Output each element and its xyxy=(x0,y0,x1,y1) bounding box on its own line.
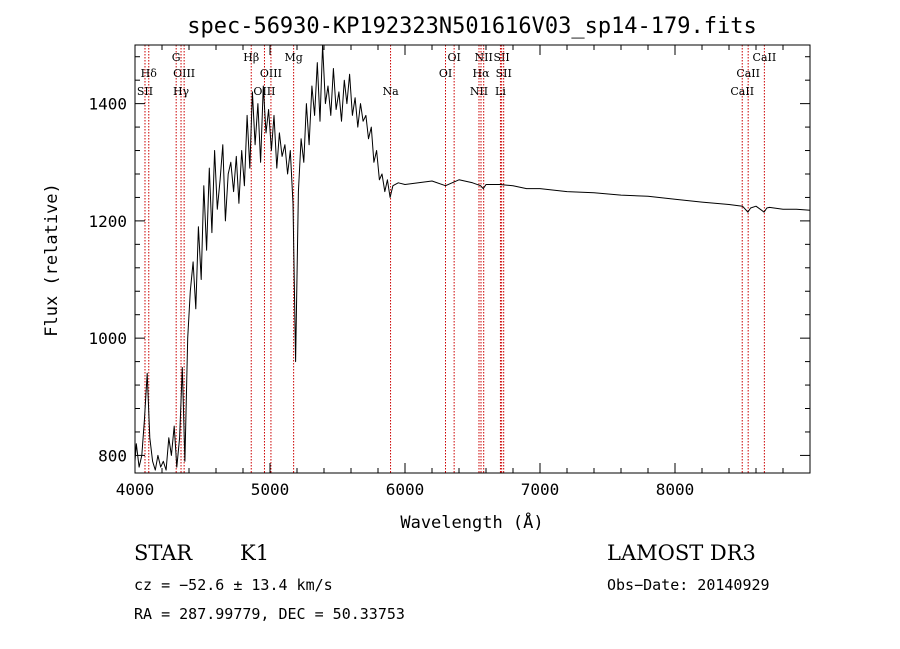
spectral-line-label-13: SII xyxy=(494,51,510,64)
spectral-line-label-7: OIII xyxy=(253,85,275,98)
y-axis-label: Flux (relative) xyxy=(42,183,62,337)
spectrum-series xyxy=(134,44,811,471)
spectral-line-label-18: CaII xyxy=(753,51,777,64)
x-axis-label: Wavelength (Å) xyxy=(400,511,543,533)
spectral-line-label-1: SII xyxy=(137,85,153,98)
y-tick-label-1000: 1000 xyxy=(88,329,127,348)
spectral-line-label-12: NII xyxy=(475,51,493,64)
spectral-line-label-15: SII xyxy=(496,67,512,80)
info-panel: STAR K1 LAMOST DR3 cz = −52.6 ± 13.4 km/… xyxy=(134,541,770,623)
chart-title: spec-56930-KP192323N501616V03_sp14-179.f… xyxy=(187,14,757,39)
spectral-line-label-6: OIII xyxy=(260,67,282,80)
spectral-line-label-14: Hα xyxy=(472,67,490,80)
x-tick-label-5000: 5000 xyxy=(251,480,290,499)
spectral-line-label-19: CaII xyxy=(736,67,760,80)
ra-dec: RA = 287.99779, DEC = 50.33753 xyxy=(134,605,405,623)
spectral-line-label-5: Hβ xyxy=(243,51,259,64)
spectral-line-label-10: OI xyxy=(447,51,460,64)
y-tick-label-1400: 1400 xyxy=(88,95,127,114)
y-tick-label-800: 800 xyxy=(98,446,127,465)
spectral-line-label-8: Mg xyxy=(284,51,302,64)
spectral-line-label-9: Na xyxy=(382,85,399,98)
axes-group: 4000 5000 6000 7000 8000 800 1000 1200 1400 xyxy=(88,44,811,499)
redshift-cz: cz = −52.6 ± 13.4 km/s xyxy=(134,576,333,594)
spectral-line-label-4: Hγ xyxy=(173,85,190,98)
spectrum-line xyxy=(134,44,811,471)
spectral-line-label-0: Hδ xyxy=(141,67,158,80)
plot-frame xyxy=(134,44,811,474)
survey-name: LAMOST DR3 xyxy=(607,541,756,565)
spectral-line-label-17: Li xyxy=(495,85,506,98)
spectral-line-label-2: G xyxy=(172,51,181,64)
x-tick-label-6000: 6000 xyxy=(386,480,425,499)
x-tick-label-8000: 8000 xyxy=(656,480,695,499)
x-tick-label-4000: 4000 xyxy=(116,480,155,499)
observation-date: Obs−Date: 20140929 xyxy=(607,576,770,594)
spectral-line-label-20: CaII xyxy=(730,85,754,98)
x-tick-label-7000: 7000 xyxy=(521,480,560,499)
object-class: STAR xyxy=(134,541,193,565)
object-subclass: K1 xyxy=(240,541,269,565)
spectral-line-label-16: NII xyxy=(470,85,488,98)
spectral-line-label-11: OI xyxy=(439,67,452,80)
y-tick-label-1200: 1200 xyxy=(88,212,127,231)
spectral-line-label-3: OIII xyxy=(173,67,195,80)
